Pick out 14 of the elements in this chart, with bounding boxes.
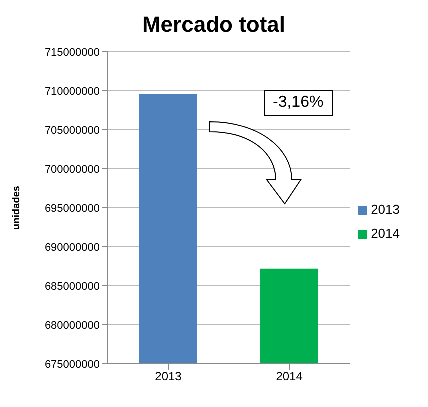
y-tick-label: 680000000: [44, 320, 100, 332]
y-tick-label: 715000000: [44, 46, 100, 59]
y-tick-label: 690000000: [44, 242, 100, 254]
legend-label: 2013: [371, 202, 400, 217]
y-tick-label: 710000000: [44, 86, 100, 98]
y-tick-label: 705000000: [44, 124, 100, 137]
chart-title: Mercado total: [141, 11, 287, 39]
y-tick-label: 685000000: [44, 280, 100, 293]
y-tick-label: 675000000: [44, 358, 100, 371]
legend-label: 2014: [371, 226, 400, 241]
y-axis-title: unidades: [12, 186, 23, 230]
y-tick-label: 700000000: [44, 164, 100, 176]
y-tick-label: 695000000: [44, 202, 100, 215]
annotation: -3,16%: [264, 90, 333, 116]
